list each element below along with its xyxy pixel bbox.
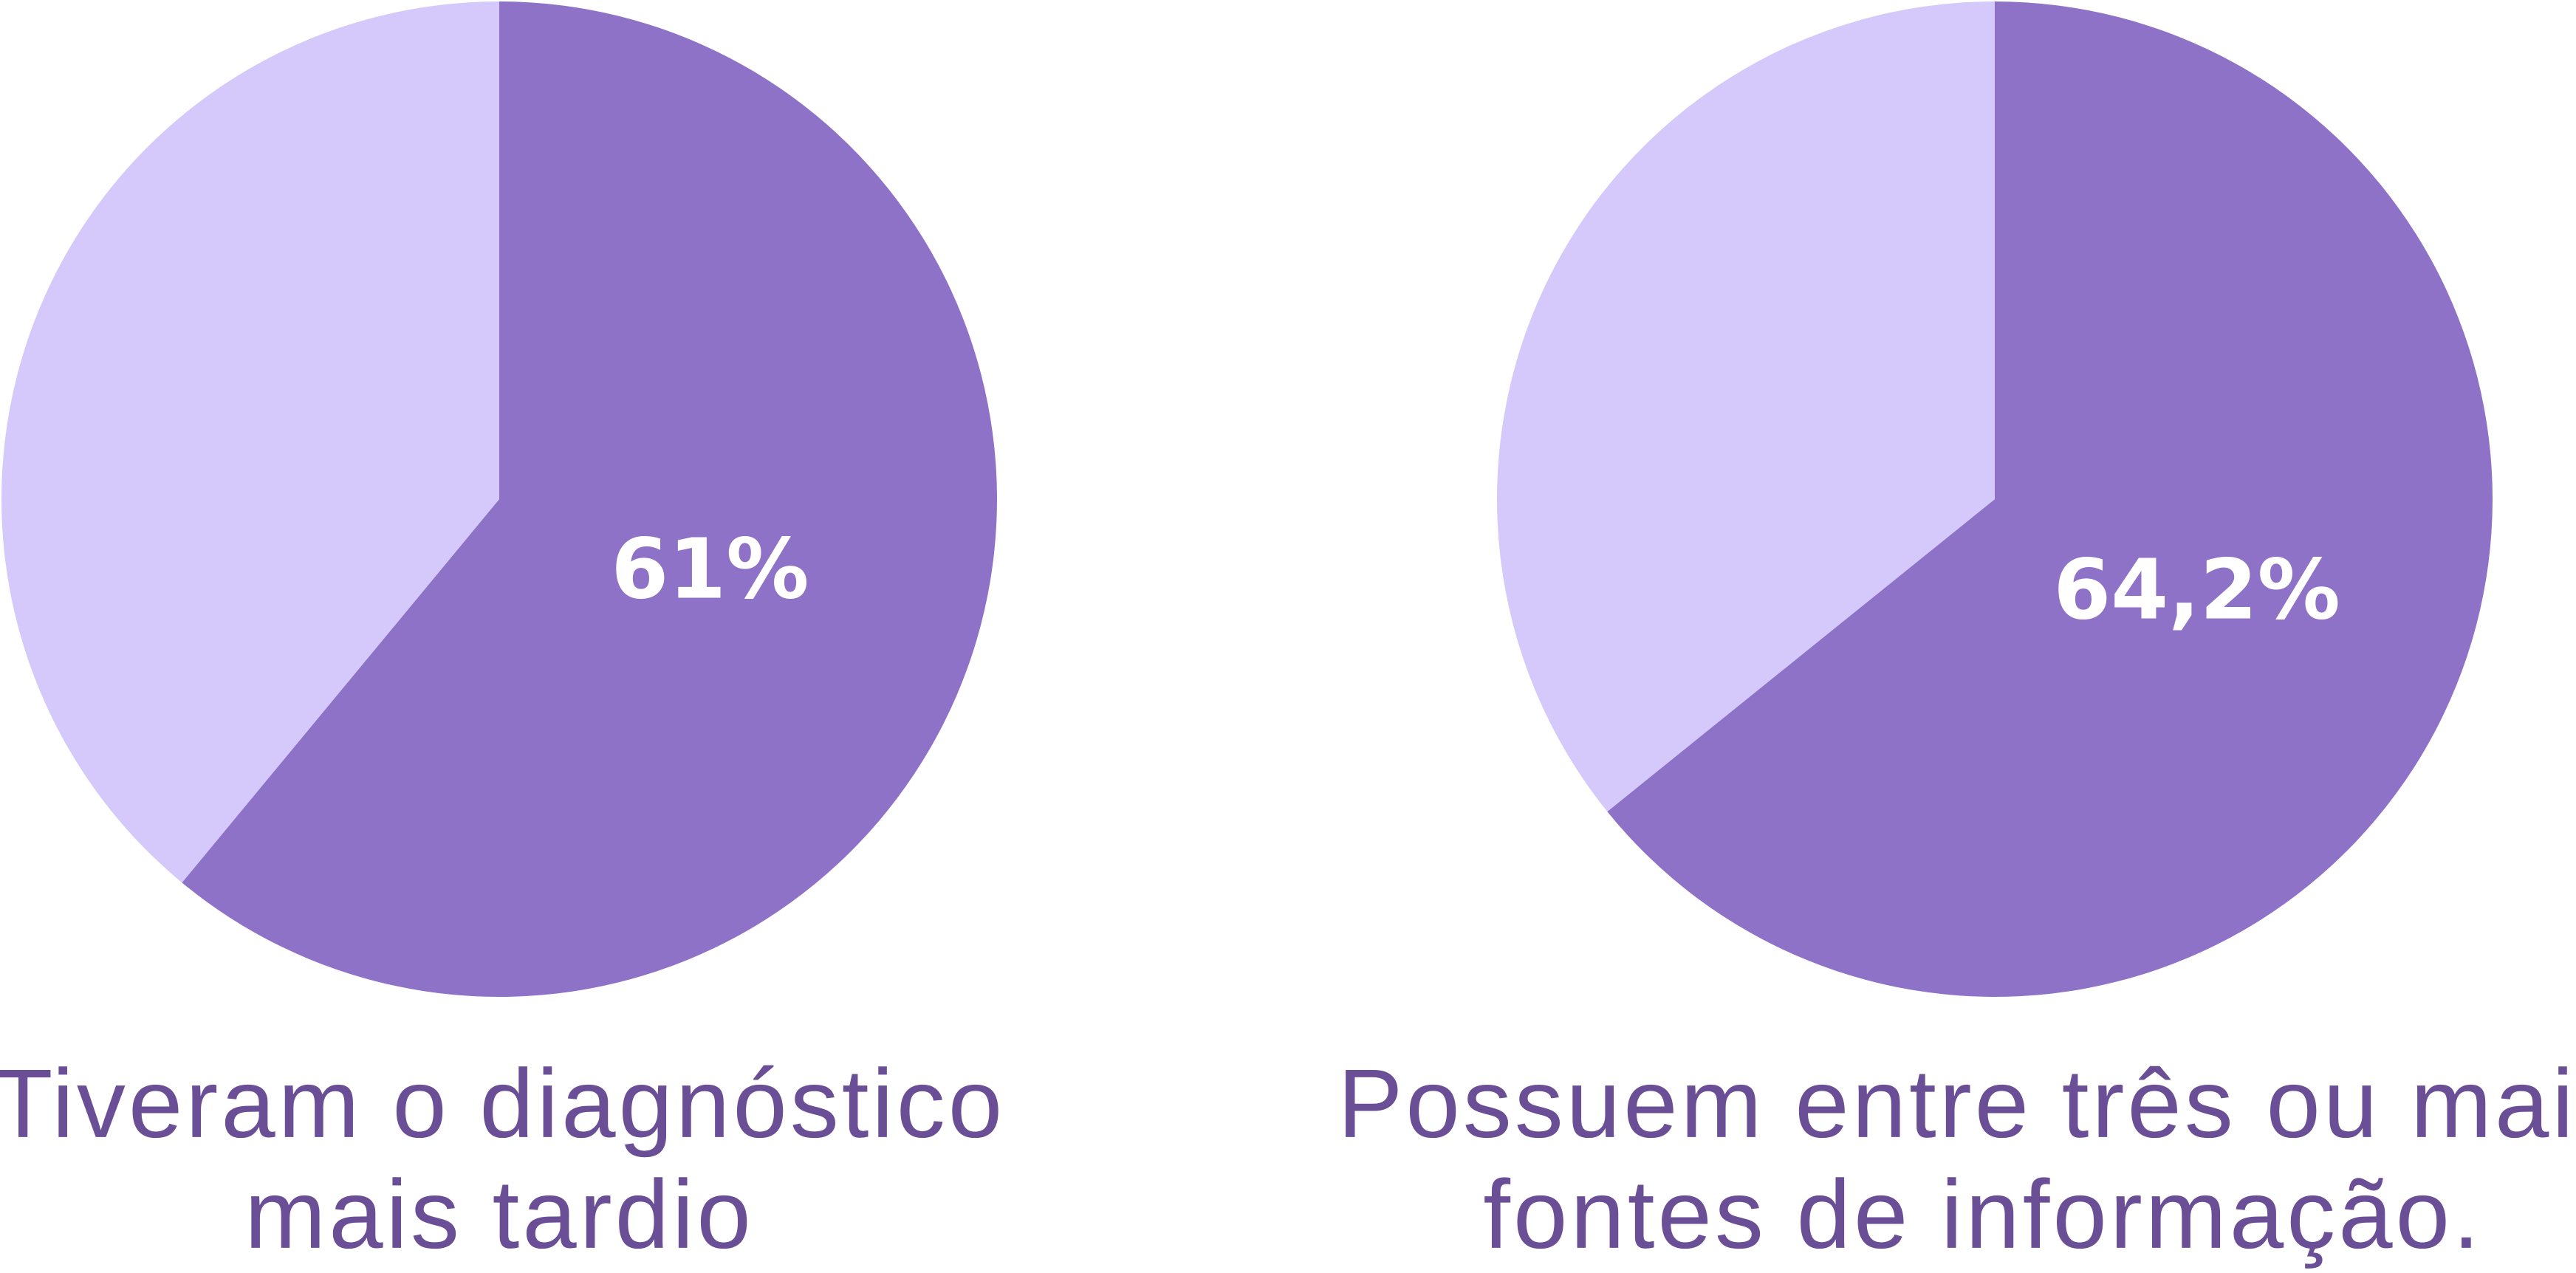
pie-slice [182, 1, 998, 997]
value-label: 64,2% [2053, 543, 2340, 639]
pie-slice [1, 1, 499, 883]
caption: Possuem entre três ou mais [1337, 1049, 2576, 1158]
caption: Tiveram o diagnóstico [0, 1049, 1005, 1158]
caption: fontes de informação. [1483, 1160, 2482, 1269]
pie-slice [1607, 1, 2493, 997]
pie-slice [1496, 1, 1995, 812]
value-label: 61% [611, 521, 809, 617]
caption: mais tardio [244, 1160, 754, 1269]
